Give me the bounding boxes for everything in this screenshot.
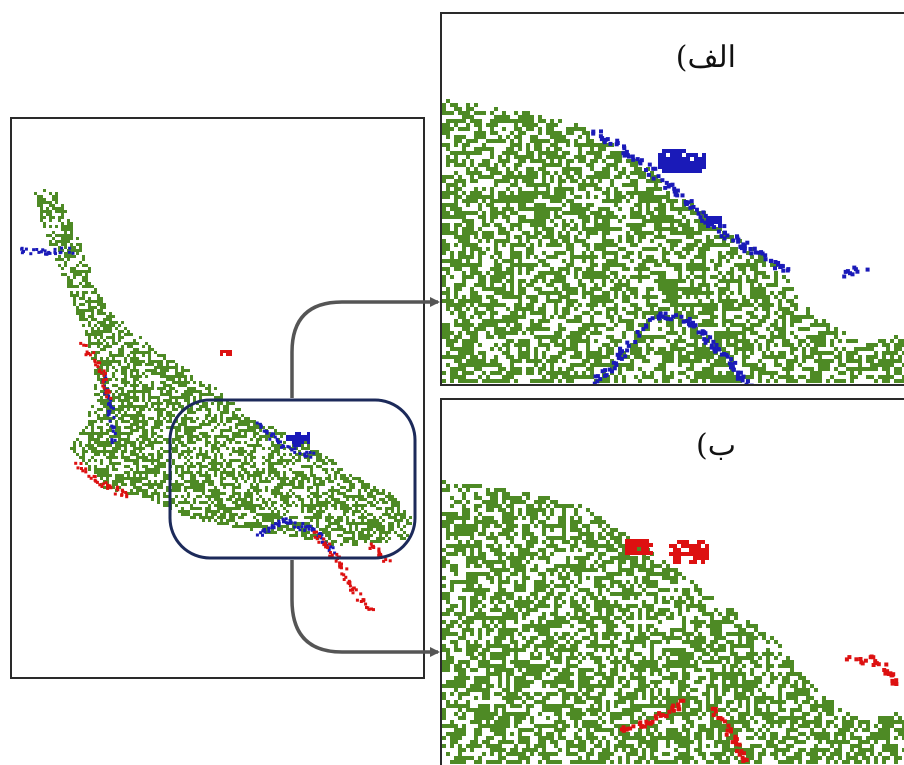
zoom-map-a	[442, 99, 904, 384]
overview-red-strip-b	[74, 461, 129, 499]
zoom-b-red-small	[844, 654, 899, 686]
zoom-b-red-blob-small	[625, 539, 653, 555]
overview-blue-strip-top	[20, 246, 75, 256]
overview-blue-blob	[286, 432, 310, 447]
overview-red-blob	[220, 350, 232, 356]
overview-vegetation	[34, 189, 412, 546]
panel-label-a: الف)	[675, 40, 736, 75]
zoom-a-blue-blob	[658, 149, 706, 173]
overview-red-strip-a	[79, 341, 113, 400]
zoom-panel-b: ب)	[440, 398, 904, 765]
zoom-a-blue-blob-small	[706, 216, 722, 228]
overview-red-small	[368, 542, 392, 563]
zoom-b-red-channel-left	[619, 698, 686, 733]
zoom-a-blue-edge	[591, 129, 791, 273]
zoom-a-blue-small	[842, 265, 870, 279]
zoom-a-blue-channel	[592, 311, 754, 384]
zoom-b-red-blob	[669, 540, 709, 564]
zoom-b-red-channel-right	[710, 706, 749, 763]
zoom-map-b	[442, 480, 904, 764]
zoom-a-vegetation	[442, 99, 904, 383]
panel-label-b: ب)	[696, 428, 736, 463]
overview-map	[20, 189, 412, 612]
zoom-b-vegetation	[442, 480, 904, 764]
overview-map-panel	[10, 117, 425, 679]
zoom-panel-a: الف)	[440, 12, 904, 386]
